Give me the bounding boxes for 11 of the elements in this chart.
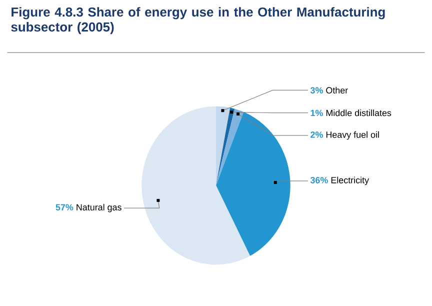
slice-label: Other [326,86,348,94]
data-label: 2% [310,132,323,138]
slice-label: Electricity [331,176,370,186]
data-label: 57% [56,204,74,210]
data-label: 1% [310,110,323,116]
slice-label: Natural gas [76,204,122,212]
data-label: 36% [310,176,328,184]
slice-label: Middle distillates [326,110,392,116]
data-label: 3% [310,87,323,94]
slice-label: Heavy fuel oil [326,131,379,140]
chart-title: Figure 4.8.3 Share of energy use in the Other Manufacturing subsector (2005) [11,7,385,34]
